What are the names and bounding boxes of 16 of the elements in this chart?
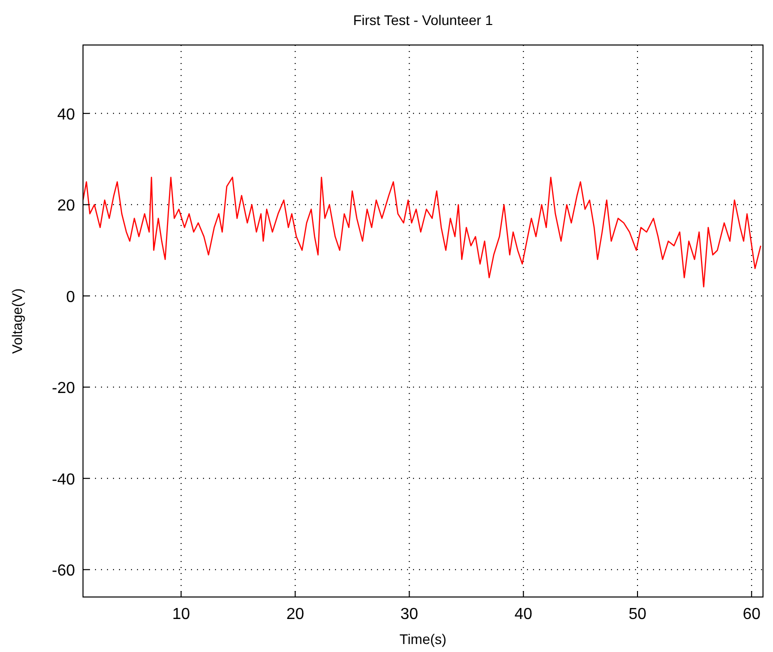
y-tick-label: -20 xyxy=(52,380,76,398)
y-tick-label: -40 xyxy=(52,471,76,488)
x-tick-label: 30 xyxy=(400,606,418,623)
chart-title: First Test - Volunteer 1 xyxy=(353,12,494,28)
x-tick-label: 60 xyxy=(742,606,761,623)
y-tick-label: 40 xyxy=(57,106,76,124)
y-axis-title: Voltage(V) xyxy=(9,288,25,354)
x-tick-label: 10 xyxy=(172,606,190,623)
x-tick-label: 20 xyxy=(286,606,304,623)
line-series xyxy=(82,176,762,288)
x-tick-label: 50 xyxy=(628,606,646,623)
x-axis-title: Time(s) xyxy=(400,631,446,647)
x-tick-label: 40 xyxy=(514,606,532,623)
y-tick-label: 20 xyxy=(57,198,76,215)
y-tick-label: 0 xyxy=(66,288,76,306)
y-tick-label: -60 xyxy=(52,562,76,580)
